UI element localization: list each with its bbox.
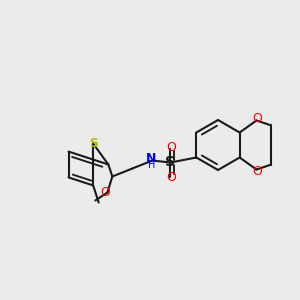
Text: H: H — [148, 160, 155, 170]
Text: O: O — [100, 186, 110, 199]
Text: O: O — [167, 141, 176, 154]
Text: O: O — [253, 112, 262, 125]
Text: S: S — [88, 137, 98, 150]
Text: O: O — [167, 171, 176, 184]
Text: S: S — [165, 155, 175, 170]
Text: O: O — [253, 165, 262, 178]
Text: N: N — [146, 152, 157, 165]
